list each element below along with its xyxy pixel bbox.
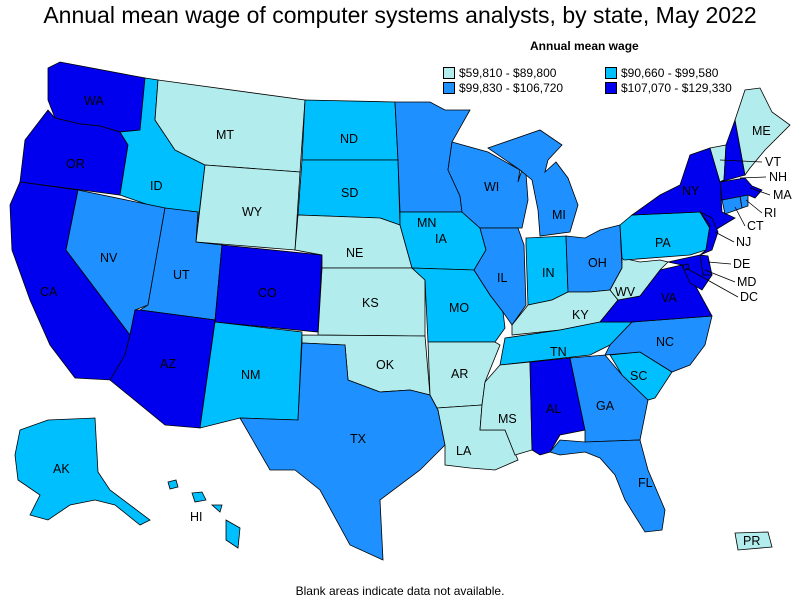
label-KY: KY (572, 308, 589, 322)
label-UT: UT (173, 268, 190, 282)
legend-item-1: $59,810 - $89,800 (443, 66, 556, 80)
legend-label-3: $99,830 - $106,720 (459, 81, 564, 95)
legend-swatch-2 (605, 67, 617, 79)
state-NH[interactable] (719, 118, 746, 183)
state-MA[interactable] (719, 177, 763, 201)
label-DC: DC (740, 290, 758, 304)
label-IN: IN (542, 266, 555, 280)
label-DE: DE (733, 257, 750, 271)
label-SC: SC (630, 369, 647, 383)
state-NJ[interactable] (699, 211, 719, 256)
state-KS[interactable] (317, 267, 426, 337)
legend-swatch-1 (443, 67, 455, 79)
state-GA[interactable] (569, 354, 649, 443)
label-MA: MA (773, 188, 792, 202)
label-MD: MD (737, 275, 756, 289)
legend-label-4: $107,070 - $129,330 (621, 81, 732, 95)
label-TX: TX (350, 432, 367, 446)
label-HI: HI (190, 510, 203, 524)
label-OH: OH (588, 256, 607, 270)
state-WI[interactable] (447, 141, 529, 229)
label-ID: ID (150, 179, 163, 193)
label-IL: IL (497, 271, 507, 285)
label-NM: NM (241, 368, 260, 382)
label-TN: TN (550, 345, 567, 359)
label-NH: NH (769, 170, 787, 184)
state-MI[interactable] (487, 129, 579, 237)
state-IL[interactable] (473, 227, 527, 326)
label-MN: MN (417, 216, 436, 230)
label-MI: MI (552, 208, 566, 222)
label-KS: KS (362, 296, 379, 310)
map-title: Annual mean wage of computer systems ana… (43, 2, 757, 28)
label-PR: PR (743, 534, 760, 548)
label-PA: PA (655, 236, 671, 250)
legend-label-2: $90,660 - $99,580 (621, 66, 719, 80)
legend-title: Annual mean wage (530, 39, 639, 53)
state-ME[interactable] (734, 87, 791, 177)
state-HI[interactable] (167, 479, 241, 549)
label-MS: MS (498, 412, 517, 426)
legend-swatch-4 (605, 82, 617, 94)
label-GA: GA (596, 399, 615, 413)
label-MT: MT (216, 128, 234, 142)
label-NE: NE (346, 246, 363, 260)
state-ND[interactable] (301, 99, 399, 161)
label-ND: ND (340, 132, 358, 146)
label-IA: IA (435, 232, 447, 246)
legend-item-2: $90,660 - $99,580 (605, 66, 718, 80)
state-TX[interactable] (239, 342, 446, 561)
label-CT: CT (747, 219, 764, 233)
state-FL[interactable] (549, 439, 666, 533)
label-AR: AR (451, 367, 468, 381)
label-WA: WA (84, 94, 104, 108)
label-MO: MO (449, 301, 469, 315)
label-ME: ME (752, 124, 771, 138)
label-leader-lines (685, 159, 771, 298)
state-AK[interactable] (14, 417, 151, 526)
state-WV[interactable] (609, 257, 669, 301)
footnote: Blank areas indicate data not available. (295, 584, 505, 598)
label-WY: WY (242, 205, 263, 219)
label-WI: WI (484, 180, 499, 194)
label-NC: NC (656, 335, 674, 349)
state-PR[interactable] (734, 531, 773, 551)
label-CO: CO (258, 286, 277, 300)
label-VT: VT (765, 155, 781, 169)
legend-swatch-3 (443, 82, 455, 94)
legend-label-1: $59,810 - $89,800 (459, 66, 557, 80)
label-NJ: NJ (736, 235, 751, 249)
label-AK: AK (53, 462, 70, 476)
label-FL: FL (638, 476, 653, 490)
state-labels: WA OR CA ID NV MT WY UT AZ CO NM ND SD N… (40, 94, 792, 548)
legend-item-3: $99,830 - $106,720 (443, 81, 563, 95)
label-OR: OR (66, 157, 85, 171)
label-SD: SD (341, 186, 358, 200)
label-AL: AL (546, 402, 561, 416)
label-RI: RI (764, 206, 777, 220)
label-VA: VA (661, 291, 677, 305)
legend-item-4: $107,070 - $129,330 (605, 81, 732, 95)
label-AZ: AZ (160, 357, 176, 371)
label-NY: NY (682, 184, 700, 198)
label-NV: NV (100, 251, 118, 265)
label-CA: CA (40, 285, 58, 299)
label-OK: OK (376, 358, 395, 372)
label-LA: LA (456, 444, 472, 458)
label-WV: WV (615, 285, 636, 299)
